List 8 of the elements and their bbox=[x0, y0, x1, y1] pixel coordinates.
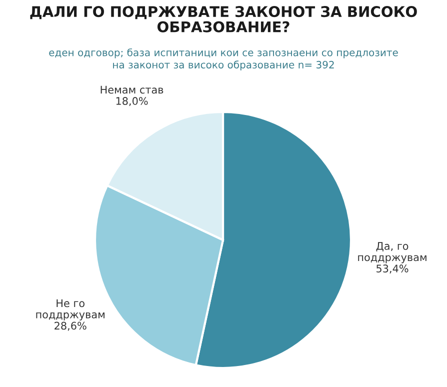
chart-title: ДАЛИ ГО ПОДРЖУВАТЕ ЗАКОНОТ ЗА ВИСОКО ОБРАЗОВАНИЕ? bbox=[30, 6, 417, 32]
slice-label: Немам став bbox=[100, 86, 164, 94]
data-label: 53,4% bbox=[376, 264, 408, 274]
data-label: 18,0% bbox=[116, 97, 148, 106]
chart-subtitle: еден одговор; база испитаници кои се запознаени со предлозите на законот за високо образование n= 392 bbox=[49, 48, 398, 70]
slice-label: Да, го поддржувам bbox=[358, 242, 426, 264]
slice-label: Не го поддржувам bbox=[36, 299, 104, 320]
data-label: 28,6% bbox=[54, 322, 86, 331]
